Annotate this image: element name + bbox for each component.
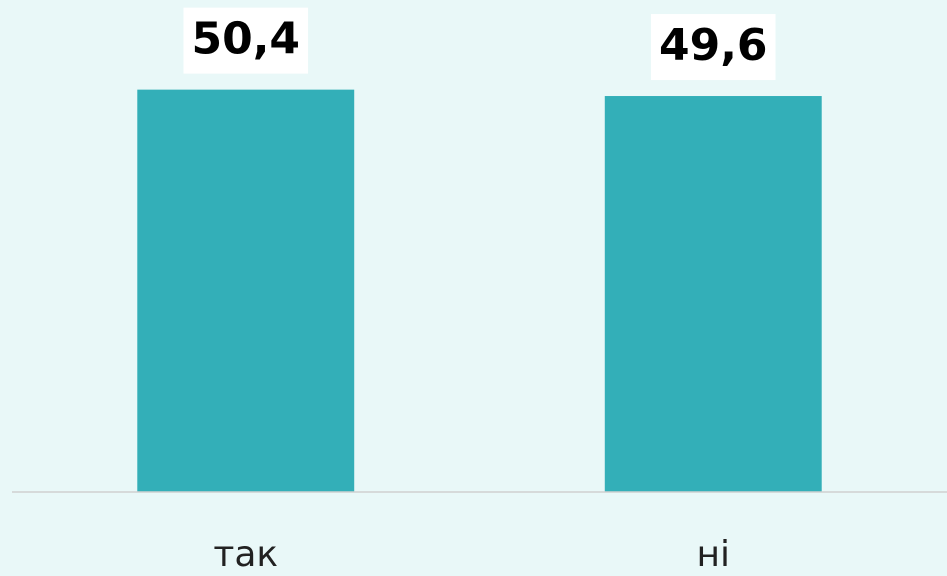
value-label-box xyxy=(183,7,309,74)
value-label-box xyxy=(650,14,776,81)
bar xyxy=(604,96,822,492)
value-label: 50,4 xyxy=(191,14,300,65)
x-tick-label: ні xyxy=(696,534,730,575)
value-label: 49,6 xyxy=(659,20,768,71)
x-tick-label: так xyxy=(213,534,278,575)
bar xyxy=(137,89,355,492)
